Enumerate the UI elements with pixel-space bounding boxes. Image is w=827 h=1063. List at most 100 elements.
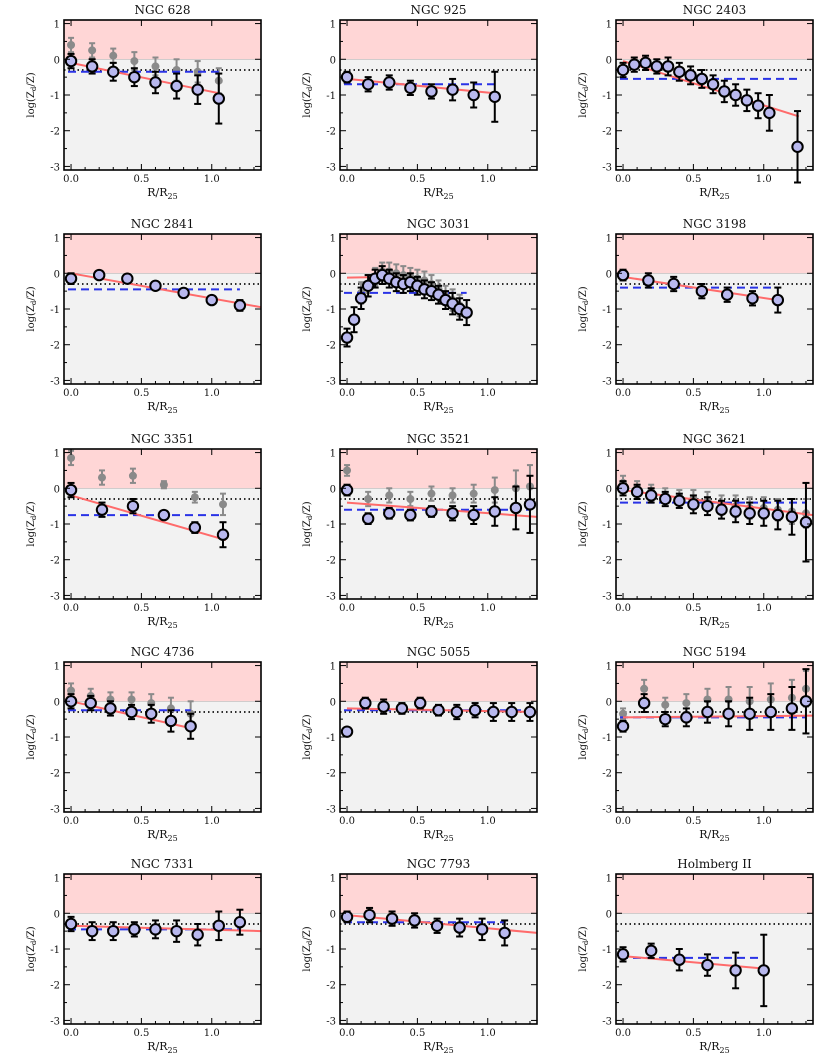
data-point [361, 78, 375, 91]
x-tick-label: 0.5 [409, 174, 425, 185]
data-point [764, 705, 777, 719]
data-point [404, 508, 417, 522]
x-axis-label: R/R25 [699, 828, 729, 843]
panel-title: NGC 2841 [131, 217, 195, 231]
panel-title: NGC 3621 [683, 432, 747, 446]
x-tick-label: 0.5 [409, 816, 425, 827]
data-point [64, 917, 78, 931]
y-tick-label: -1 [326, 305, 336, 316]
gray-point [127, 695, 136, 704]
data-point [687, 498, 700, 511]
data-point [715, 503, 728, 516]
supersolar-band [340, 20, 537, 60]
data-point [188, 521, 202, 534]
data-point [432, 704, 445, 717]
x-tick-label: 0.5 [133, 603, 149, 614]
x-tick-label: 0.0 [615, 603, 631, 614]
gray-point [364, 495, 373, 503]
data-point [414, 696, 427, 710]
data-point [488, 90, 501, 103]
data-point [680, 711, 693, 724]
panel-title: NGC 3521 [407, 432, 471, 446]
y-tick-label: -3 [326, 804, 336, 815]
panel-15: 1 0 -1 -2 -30.0 0.5 1.0 Holmberg II R/R25 log(Zd/… [578, 857, 814, 1055]
x-tick-label: 0.5 [685, 388, 701, 399]
data-point [446, 507, 459, 520]
supersolar-band [616, 20, 813, 60]
data-point [85, 60, 99, 73]
y-axis-label: log(Zd/Z) [578, 72, 590, 117]
data-point [408, 914, 421, 927]
data-point [637, 696, 651, 710]
panel-12: 1 0 -1 -2 -30.0 0.5 1.0 NGC 5194 R/R25 log(Zd/Z) [578, 645, 814, 843]
data-point [126, 499, 140, 513]
data-point [751, 99, 765, 112]
supersolar-band [616, 874, 813, 914]
supersolar-band [616, 234, 813, 274]
data-point [722, 707, 735, 720]
data-point [340, 70, 354, 84]
y-tick-label: -1 [602, 520, 612, 531]
data-point [340, 910, 354, 924]
x-tick-label: 1.0 [756, 816, 772, 827]
x-tick-label: 0.0 [63, 603, 79, 614]
gray-point [640, 684, 649, 693]
y-tick-label: -3 [326, 1016, 336, 1027]
gray-point [427, 489, 436, 498]
fit-line [622, 714, 814, 719]
y-axis-label: log(Zd/Z) [26, 714, 38, 759]
gray-point [219, 500, 228, 509]
gray-point [88, 46, 97, 55]
data-point [233, 916, 247, 929]
data-point [673, 953, 686, 966]
data-point [446, 83, 459, 96]
x-tick-label: 0.0 [339, 388, 355, 399]
data-point [740, 94, 754, 107]
y-tick-label: -1 [326, 733, 336, 744]
x-tick-label: 1.0 [204, 816, 220, 827]
panel-3: 1 0 -1 -2 -30.0 0.5 1.0 NGC 2403 R/R25 log(Zd/Z) [578, 3, 814, 201]
x-tick-label: 1.0 [756, 1028, 772, 1039]
x-axis-label: R/R25 [147, 400, 177, 415]
data-point [743, 707, 756, 720]
data-point [644, 944, 658, 957]
panel-4: 1 0 -1 -2 -30.0 0.5 1.0 NGC 2841 R/R25 log(Zd/Z) [26, 217, 262, 415]
data-point [64, 483, 78, 497]
data-point [128, 70, 141, 84]
y-tick-label: 0 [54, 909, 60, 920]
data-point [425, 85, 438, 98]
data-point [177, 286, 190, 300]
y-tick-label: -1 [50, 91, 60, 102]
data-point [799, 516, 813, 529]
y-tick-label: -3 [326, 376, 336, 387]
data-point [354, 292, 368, 305]
y-tick-label: -3 [602, 376, 612, 387]
data-point [488, 505, 501, 518]
x-tick-label: 0.0 [63, 1028, 79, 1039]
data-point [233, 299, 247, 312]
data-point [616, 268, 630, 282]
data-point [498, 926, 511, 940]
data-point [85, 924, 99, 938]
supersolar-band [64, 662, 261, 702]
y-tick-label: -3 [50, 1016, 60, 1027]
data-point [743, 507, 756, 520]
panel-10: 1 0 -1 -2 -30.0 0.5 1.0 NGC 4736 R/R25 log(Zd/Z) [26, 645, 262, 843]
supersolar-band [340, 874, 537, 914]
y-tick-label: -1 [326, 945, 336, 956]
data-point [170, 79, 183, 93]
y-tick-label: -2 [326, 981, 336, 992]
panel-14: 1 0 -1 -2 -30.0 0.5 1.0 NGC 7793 R/R25 log(Zd/Z) [302, 857, 538, 1055]
data-point [785, 702, 799, 715]
data-point [718, 85, 731, 98]
x-axis-label: R/R25 [699, 615, 729, 630]
y-tick-label: 1 [606, 662, 612, 673]
data-point [377, 700, 390, 713]
data-point [701, 705, 714, 719]
y-tick-label: 0 [606, 269, 612, 280]
data-point [170, 924, 183, 938]
data-point [145, 707, 158, 720]
y-tick-label: -1 [326, 520, 336, 531]
y-tick-label: -1 [50, 305, 60, 316]
data-point [757, 964, 770, 977]
